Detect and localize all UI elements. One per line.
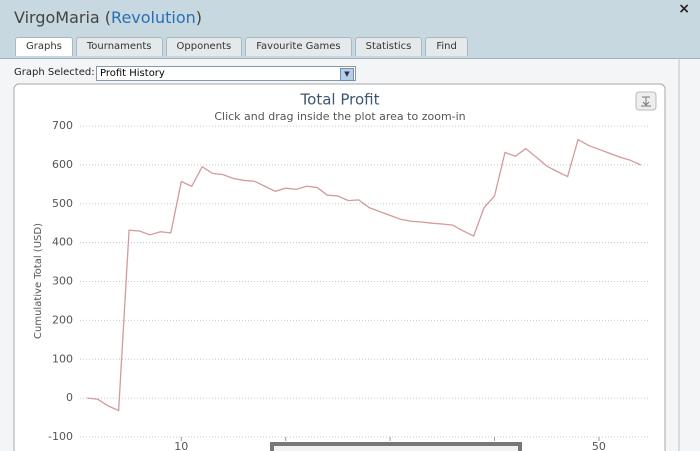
select-value: Profit History	[100, 68, 165, 79]
chart-panel	[13, 83, 666, 451]
line	[87, 138, 641, 412]
window-title: VirgoMaria (Revolution)	[14, 8, 202, 27]
y-tick-label: 500	[52, 197, 73, 210]
y-axis-label: Cumulative Total (USD)	[33, 223, 44, 339]
y-tick-label: 600	[52, 158, 73, 171]
title-bar: VirgoMaria (Revolution) × Graphs Tourname…	[0, 0, 700, 59]
tab[interactable]: Tournaments	[75, 37, 163, 56]
select-arrow[interactable]: ▼	[340, 68, 354, 81]
y-tick-label: 700	[52, 119, 73, 132]
y-tick-label: 200	[52, 313, 73, 326]
tab[interactable]: Find	[425, 37, 468, 56]
tab[interactable]: Graphs	[15, 37, 73, 56]
tab[interactable]: Statistics	[354, 37, 423, 56]
x-tick-label: 50	[592, 440, 606, 451]
chart-title: Total Profit	[300, 91, 380, 109]
title-text: )	[195, 8, 203, 27]
y-tick-label: 400	[52, 236, 73, 249]
graph-select[interactable]: Profit History ▼	[96, 66, 356, 81]
export-icon	[641, 96, 651, 107]
network-name: Revolution	[111, 8, 196, 27]
tab-bar: Graphs Tournaments Opponents Favourite Game…	[15, 37, 468, 56]
y-tick-label: 0	[66, 391, 73, 404]
close-button[interactable]: ×	[678, 1, 690, 17]
y-tick-label: 300	[52, 275, 73, 288]
tab[interactable]: Favourite Games	[245, 37, 352, 56]
chart-subtitle: Click and drag inside the plot area to z…	[214, 110, 465, 123]
title-text: VirgoMaria (	[14, 8, 112, 27]
tab[interactable]: Opponents	[165, 37, 243, 56]
select-label: Graph Selected:	[14, 67, 95, 78]
loading-box	[270, 442, 522, 451]
y-tick-label: -100	[48, 430, 73, 443]
y-tick-label: 100	[52, 352, 73, 365]
x-tick-label: 10	[174, 440, 188, 451]
